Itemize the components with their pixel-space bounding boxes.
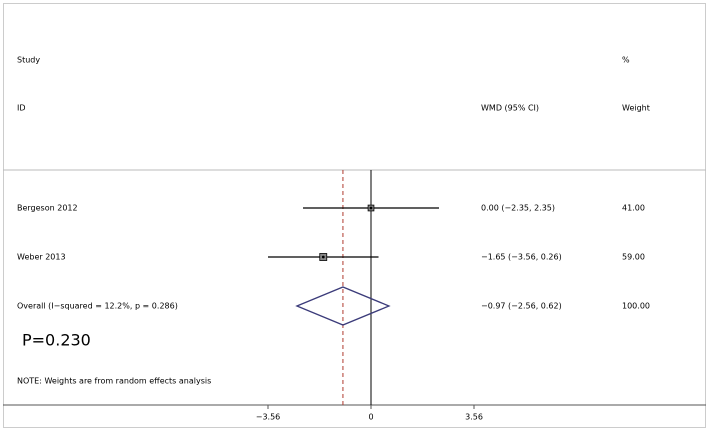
overall-name: Overall (I−squared = 12.2%, p = 0.286) bbox=[17, 302, 178, 311]
x-tick-label: −3.56 bbox=[256, 413, 281, 422]
header-percent: % bbox=[622, 56, 630, 65]
study-name: Weber 2013 bbox=[17, 253, 66, 262]
overall-diamond bbox=[295, 286, 391, 326]
point-estimate bbox=[369, 206, 373, 210]
x-tick-label: 0 bbox=[368, 413, 373, 422]
header-weight: Weight bbox=[622, 104, 650, 113]
effect-label: −1.65 (−3.56, 0.26) bbox=[481, 253, 562, 262]
note: NOTE: Weights are from random effects an… bbox=[17, 377, 211, 386]
study-name: Bergeson 2012 bbox=[17, 204, 78, 213]
annotation: P=0.230 bbox=[22, 331, 91, 350]
weight-label: 59.00 bbox=[622, 253, 645, 262]
frame bbox=[3, 3, 706, 428]
header-effect: WMD (95% CI) bbox=[481, 104, 539, 113]
point-estimate bbox=[321, 255, 325, 259]
weight-label: 41.00 bbox=[622, 204, 645, 213]
header-study: Study bbox=[17, 56, 40, 65]
header-id: ID bbox=[17, 104, 26, 113]
overall-effect-label: −0.97 (−2.56, 0.62) bbox=[481, 302, 562, 311]
overall-weight-label: 100.00 bbox=[622, 302, 650, 311]
x-tick-label: 3.56 bbox=[465, 413, 483, 422]
effect-label: 0.00 (−2.35, 2.35) bbox=[481, 204, 555, 213]
